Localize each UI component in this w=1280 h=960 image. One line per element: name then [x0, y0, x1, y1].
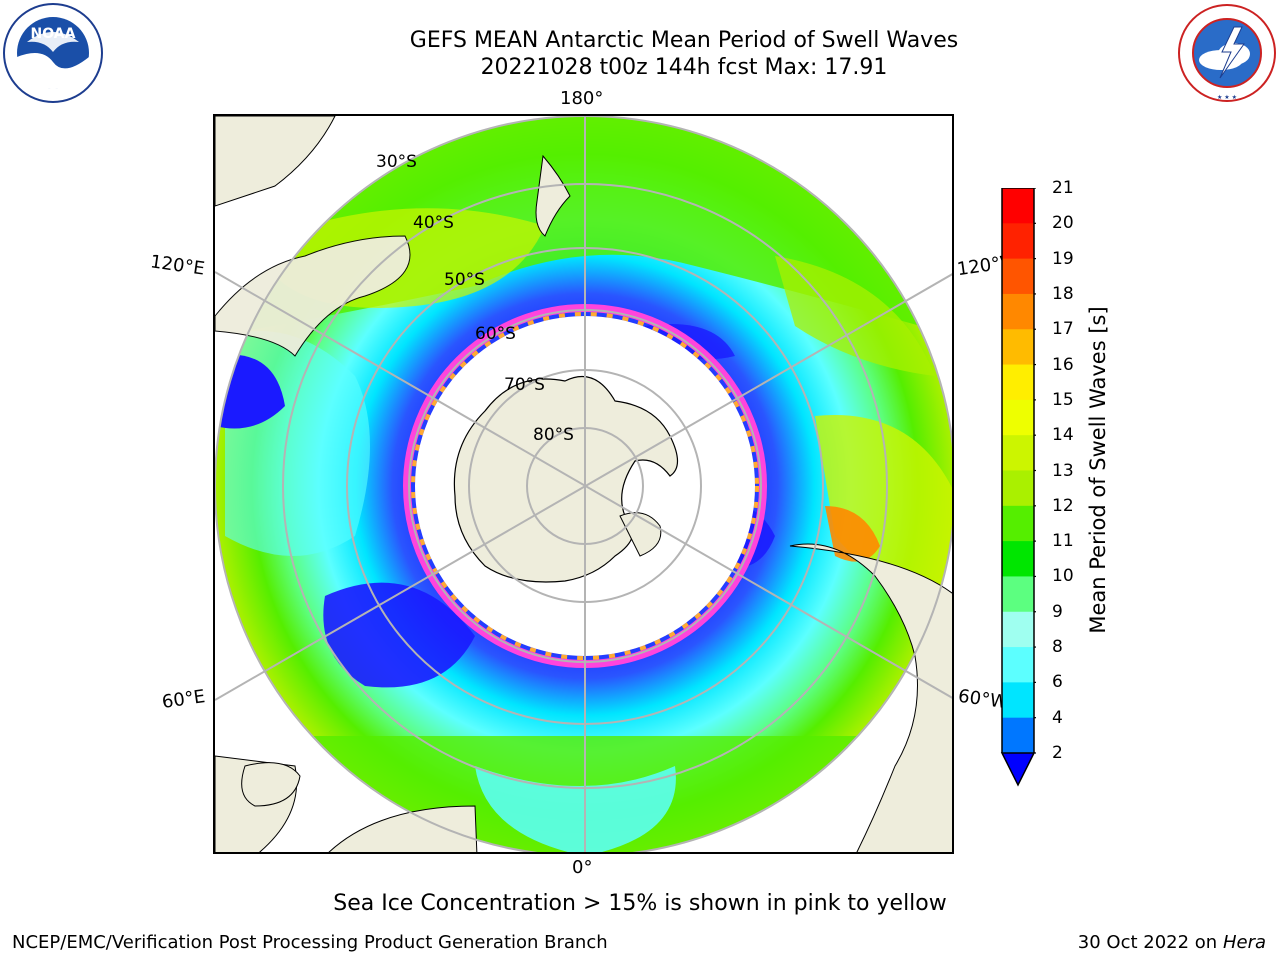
footer-machine: Hera	[1222, 932, 1266, 953]
land-madagascar	[241, 762, 301, 807]
parallel-label-40s: 40°S	[413, 213, 454, 233]
colorbar-tick-label: 11	[1052, 531, 1074, 552]
colorbar-extend-arrow	[1000, 752, 1036, 787]
parallel-label-50s: 50°S	[444, 270, 485, 290]
colorbar-tick-label: 12	[1052, 495, 1074, 516]
chart-subtitle: 20221028 t00z 144h fcst Max: 17.91	[480, 55, 888, 80]
parallel-label-30s: 30°S	[376, 152, 417, 172]
colorbar-segment	[1002, 647, 1034, 683]
swell-patch-max-period	[825, 506, 880, 562]
colorbar-tick-label: 10	[1052, 566, 1074, 587]
colorbar-segment	[1002, 470, 1034, 507]
colorbar-segment	[1002, 329, 1034, 366]
colorbar	[1000, 187, 1039, 788]
colorbar-tick-label: 2	[1052, 743, 1063, 763]
colorbar-tick-label: 4	[1052, 707, 1063, 728]
meridian-60e-120w	[215, 273, 952, 701]
colorbar-tick-label: 19	[1052, 248, 1074, 269]
land-new-zealand	[535, 154, 571, 237]
colorbar-segment	[1002, 682, 1034, 719]
parallel-label-60s: 60°S	[475, 324, 516, 344]
footer-date: 30 Oct 2022 on Hera	[1078, 932, 1266, 953]
colorbar-segment	[1002, 399, 1034, 436]
colorbar-ticks: 2 4 6 8 9 10 11 12 13 14 15 16 17 18 19 20 21	[1040, 178, 1090, 770]
meridian-label-180: 180°	[560, 88, 604, 109]
colorbar-tick-label: 20	[1052, 213, 1074, 234]
colorbar-tick-label: 15	[1052, 389, 1074, 410]
swell-patch-pacific	[775, 256, 935, 376]
colorbar-tick-label: 13	[1052, 460, 1074, 481]
land-south-america	[789, 543, 952, 852]
sea-ice-edge-orange	[411, 312, 759, 660]
colorbar-tick-label: 9	[1052, 601, 1063, 622]
colorbar-segment	[1002, 541, 1034, 577]
colorbar-tick-label: 18	[1052, 283, 1074, 304]
land-corner-australia-west	[215, 116, 336, 207]
colorbar-segment	[1002, 364, 1034, 401]
colorbar-segment	[1002, 576, 1034, 613]
chart-title: GEFS MEAN Antarctic Mean Period of Swell…	[409, 28, 959, 53]
polar-map	[215, 116, 952, 852]
footer-credit: NCEP/EMC/Verification Post Processing Pr…	[12, 932, 608, 953]
colorbar-tick-label: 16	[1052, 354, 1074, 375]
meridian-label-120e: 120°E	[148, 251, 206, 280]
parallel-label-70s: 70°S	[504, 375, 545, 395]
colorbar-segment	[1002, 717, 1034, 754]
sea-ice-caption: Sea Ice Concentration > 15% is shown in …	[333, 891, 947, 916]
colorbar-label: Mean Period of Swell Waves [s]	[1086, 306, 1110, 634]
colorbar-segment	[1002, 611, 1034, 648]
footer-date-text: 30 Oct 2022 on	[1077, 932, 1218, 953]
meridian-label-0: 0°	[572, 857, 593, 878]
map-panel	[213, 114, 954, 854]
colorbar-segment	[1002, 223, 1034, 260]
noaa-logo-text: NOAA	[31, 26, 76, 42]
colorbar-segment	[1002, 435, 1034, 471]
colorbar-tick-label: 14	[1052, 425, 1074, 446]
colorbar-segment	[1002, 505, 1034, 542]
swell-patch-atlantic	[475, 766, 676, 852]
parallel-label-80s: 80°S	[533, 425, 574, 445]
land-south-africa	[328, 805, 478, 852]
nws-logo: ★ ★ ★	[1176, 2, 1278, 104]
graticule	[215, 116, 952, 852]
svg-text:★ ★ ★: ★ ★ ★	[1217, 94, 1237, 101]
colorbar-tick-label: 17	[1052, 319, 1074, 340]
noaa-logo: NOAA	[2, 2, 104, 104]
colorbar-segment	[1002, 188, 1034, 224]
colorbar-segment	[1002, 258, 1034, 295]
colorbar-tick-label: 21	[1052, 178, 1074, 198]
colorbar-tick-label: 8	[1052, 637, 1063, 658]
meridian-label-60e: 60°E	[160, 686, 207, 713]
colorbar-segment	[1002, 293, 1034, 330]
colorbar-tick-label: 6	[1052, 672, 1063, 693]
